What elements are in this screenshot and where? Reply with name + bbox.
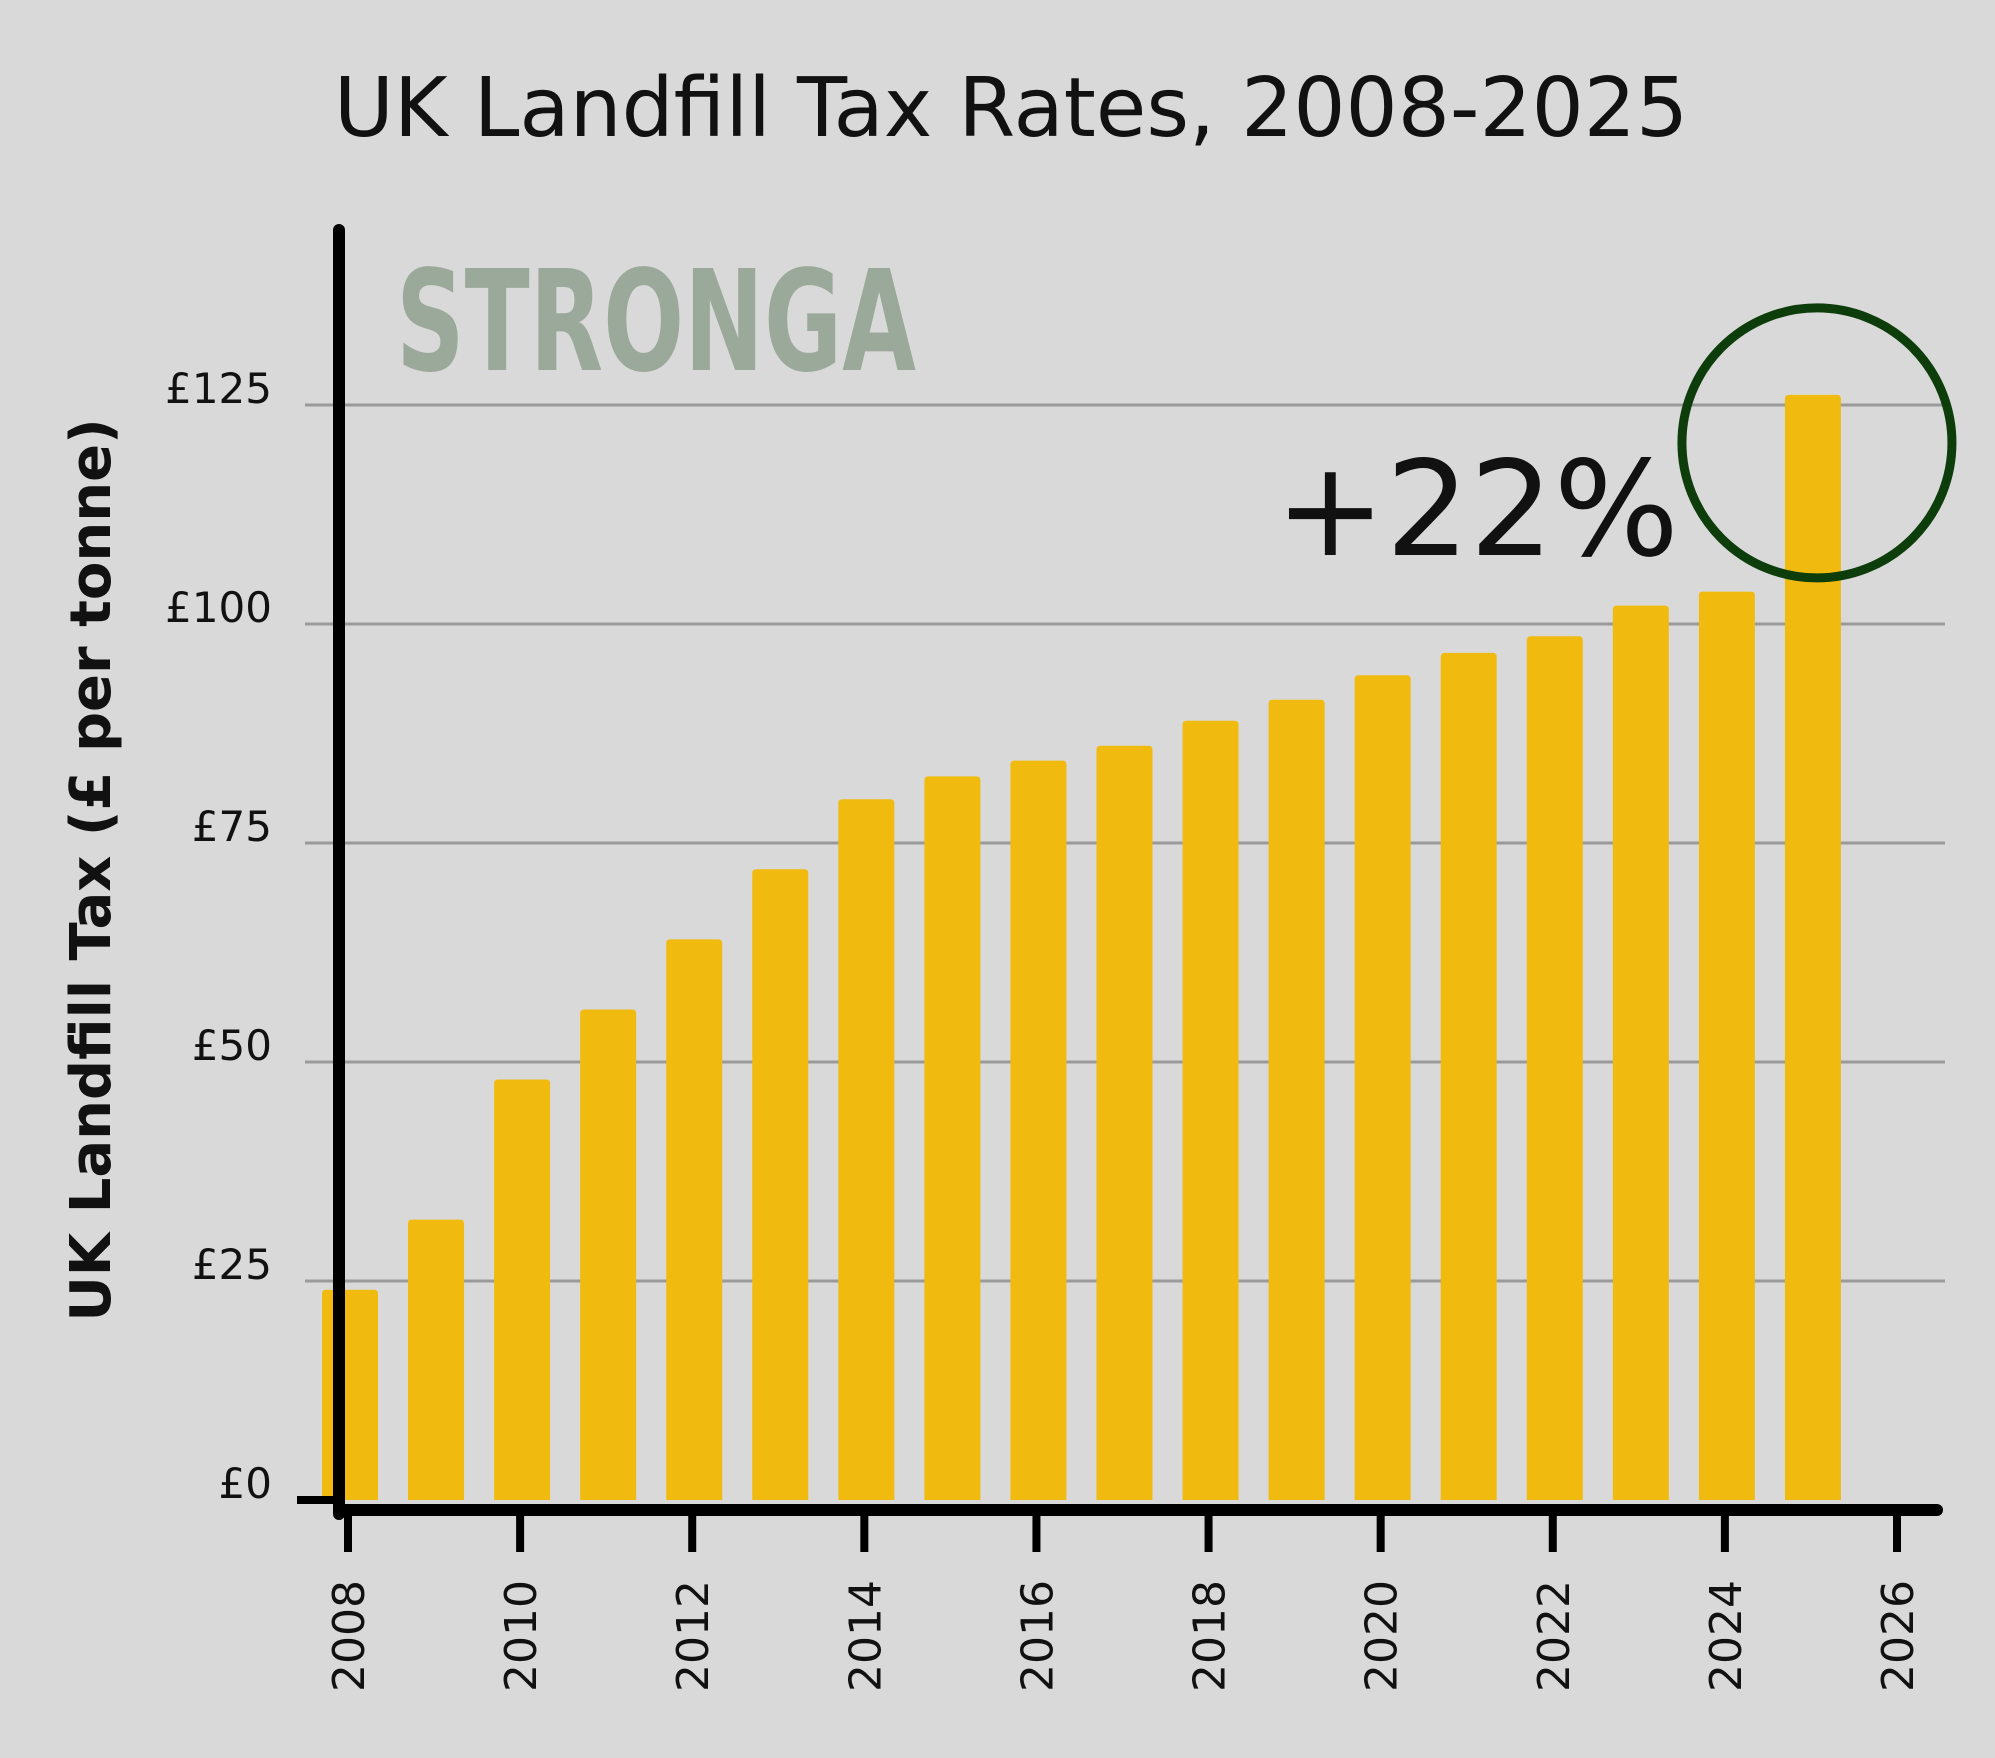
y-tick-label: £25 — [192, 1240, 272, 1289]
y-tick-label: £100 — [165, 583, 272, 632]
bar-2009 — [408, 1219, 465, 1500]
highlight-circle — [1677, 303, 1957, 583]
x-tick-label: 2012 — [668, 1580, 719, 1692]
bar-2021 — [1440, 652, 1497, 1500]
bar-2013 — [752, 869, 809, 1500]
bar-2015 — [924, 776, 981, 1500]
y-tick-label: £50 — [192, 1021, 272, 1070]
increase-annotation: +22% — [1275, 433, 1679, 587]
bar-2008 — [322, 1289, 378, 1500]
x-tick-label: 2014 — [840, 1580, 891, 1692]
chart-title: UK Landfill Tax Rates, 2008-2025 — [334, 61, 1688, 156]
x-tick-label: 2010 — [496, 1580, 547, 1692]
bar-2024 — [1698, 591, 1755, 1500]
y-axis-label: UK Landfill Tax (£ per tonne) — [59, 418, 124, 1321]
axes — [297, 224, 1943, 1552]
x-tick-label: 2008 — [324, 1580, 375, 1692]
y-tick-labels: £0 £25 £50 £75 £100 £125 — [165, 364, 272, 1508]
x-tick-label: 2024 — [1701, 1580, 1752, 1692]
x-tick-label: 2020 — [1357, 1580, 1408, 1692]
y-tick-label: £75 — [192, 802, 272, 851]
bar-2011 — [580, 1009, 637, 1500]
x-tick-labels: 2008 2010 2012 2014 2016 2018 2020 2022 2024 2026 — [324, 1580, 1924, 1692]
x-tick-label: 2018 — [1185, 1580, 1236, 1692]
bar-2014 — [838, 799, 895, 1500]
bar-2017 — [1096, 745, 1153, 1500]
x-tick-label: 2016 — [1012, 1580, 1063, 1692]
bar-2010 — [494, 1079, 551, 1500]
x-tick-label: 2026 — [1873, 1580, 1924, 1692]
bar-2023 — [1612, 605, 1669, 1500]
x-tick-label: 2022 — [1529, 1580, 1580, 1692]
bar-2019 — [1268, 699, 1325, 1500]
bar-2020 — [1354, 675, 1411, 1500]
bar-2012 — [666, 939, 723, 1500]
bar-2016 — [1010, 760, 1067, 1500]
y-tick-label: £0 — [219, 1459, 272, 1508]
bar-2022 — [1526, 636, 1583, 1500]
bar-2018 — [1182, 720, 1239, 1500]
bar-2025 — [1784, 394, 1841, 1500]
stronga-watermark: STRONGA — [396, 241, 916, 404]
bars — [322, 394, 1841, 1500]
y-tick-label: £125 — [165, 364, 272, 413]
